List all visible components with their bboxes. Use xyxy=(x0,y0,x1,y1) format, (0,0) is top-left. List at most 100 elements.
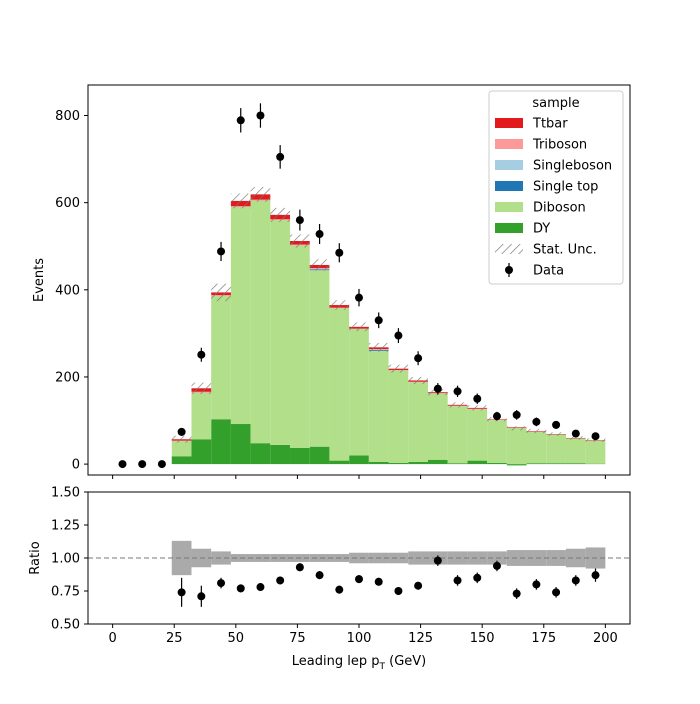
bar xyxy=(172,441,192,456)
data-point xyxy=(592,432,600,440)
bar xyxy=(448,463,468,464)
data-point xyxy=(454,387,462,395)
bar xyxy=(310,270,330,446)
legend-swatch xyxy=(495,223,523,233)
bar xyxy=(527,463,547,464)
ratio-point xyxy=(355,575,363,583)
stat-unc-bin xyxy=(507,426,527,430)
data-point xyxy=(217,247,225,255)
stat-unc-bin xyxy=(211,284,231,301)
bar xyxy=(172,456,192,464)
x-tick-label: 100 xyxy=(347,631,372,646)
x-tick-label: 75 xyxy=(289,631,306,646)
bar xyxy=(389,370,409,462)
stat-unc-bin xyxy=(270,208,290,222)
x-axis-label-unit: (GeV) xyxy=(385,654,426,669)
data-point xyxy=(316,230,324,238)
stat-unc-bin xyxy=(290,234,310,247)
ratio-point xyxy=(178,588,186,596)
stat-unc-bin xyxy=(231,194,251,209)
stat-unc-bin xyxy=(527,429,547,433)
data-point xyxy=(158,460,166,468)
bar xyxy=(349,455,369,464)
legend-label: Ttbar xyxy=(532,117,568,132)
stat-unc-bin xyxy=(172,436,192,443)
legend-swatch xyxy=(495,160,523,170)
legend-label: Triboson xyxy=(532,138,587,153)
stat-unc-bin xyxy=(389,365,409,373)
data-point xyxy=(434,385,442,393)
bar xyxy=(349,329,369,455)
stat-unc-bin xyxy=(310,259,330,270)
data-point xyxy=(552,421,560,429)
stat-unc-bin xyxy=(408,377,428,384)
ratio-point xyxy=(375,578,383,586)
bar xyxy=(270,445,290,464)
x-tick-label: 50 xyxy=(228,631,245,646)
data-point xyxy=(414,354,422,362)
ratio-point xyxy=(276,576,284,584)
ratio-y-tick-label: 0.75 xyxy=(51,585,80,600)
ratio-point xyxy=(394,587,402,595)
ratio-point xyxy=(434,557,442,565)
data-point xyxy=(355,294,363,302)
stat-unc-bin xyxy=(349,322,369,331)
bar xyxy=(369,462,389,464)
bar xyxy=(251,443,271,464)
bar xyxy=(448,406,468,463)
bar xyxy=(369,351,389,462)
stat-unc-bin xyxy=(546,432,566,435)
data-point xyxy=(335,249,343,257)
data-point xyxy=(197,351,205,359)
y-tick-label: 0 xyxy=(72,458,80,473)
bar xyxy=(467,461,487,464)
data-point xyxy=(375,316,383,324)
ratio-y-tick-label: 1.50 xyxy=(51,486,80,501)
x-tick-label: 175 xyxy=(531,631,556,646)
ratio-y-tick-label: 1.00 xyxy=(51,552,80,567)
data-point xyxy=(256,112,264,120)
bar xyxy=(231,207,251,424)
x-tick-label: 200 xyxy=(593,631,618,646)
ratio-y-axis-label: Ratio xyxy=(28,541,43,574)
data-point xyxy=(493,412,501,420)
data-point xyxy=(237,116,245,124)
ratio-point xyxy=(473,574,481,582)
stat-unc-bin xyxy=(329,300,349,310)
bar xyxy=(546,463,566,464)
bar xyxy=(507,428,527,464)
bar xyxy=(566,438,586,463)
y-tick-label: 800 xyxy=(55,109,80,124)
y-tick-label: 200 xyxy=(55,370,80,385)
bar xyxy=(408,382,428,462)
legend-swatch xyxy=(495,181,523,191)
bar xyxy=(428,394,448,460)
ratio-y-tick-label: 1.25 xyxy=(51,519,80,534)
y-tick-label: 600 xyxy=(55,196,80,211)
stat-unc-bin xyxy=(467,405,487,410)
data-point xyxy=(473,395,481,403)
bar xyxy=(329,308,349,461)
bar xyxy=(487,420,507,463)
data-point xyxy=(572,430,580,438)
ratio-point xyxy=(217,579,225,587)
data-point xyxy=(532,418,540,426)
legend-label: Data xyxy=(533,264,564,279)
ratio-point xyxy=(256,583,264,591)
bar xyxy=(211,296,231,419)
bar xyxy=(546,434,566,463)
legend-swatch xyxy=(495,202,523,212)
ratio-plot-area xyxy=(88,541,630,607)
bar xyxy=(191,393,211,440)
legend-label: Diboson xyxy=(533,201,586,216)
legend-label: Stat. Unc. xyxy=(533,243,597,258)
bar xyxy=(507,464,527,465)
ratio-point xyxy=(513,590,521,598)
bar xyxy=(467,409,487,460)
bar xyxy=(408,462,428,464)
ratio-point xyxy=(493,562,501,570)
bar xyxy=(310,447,330,464)
